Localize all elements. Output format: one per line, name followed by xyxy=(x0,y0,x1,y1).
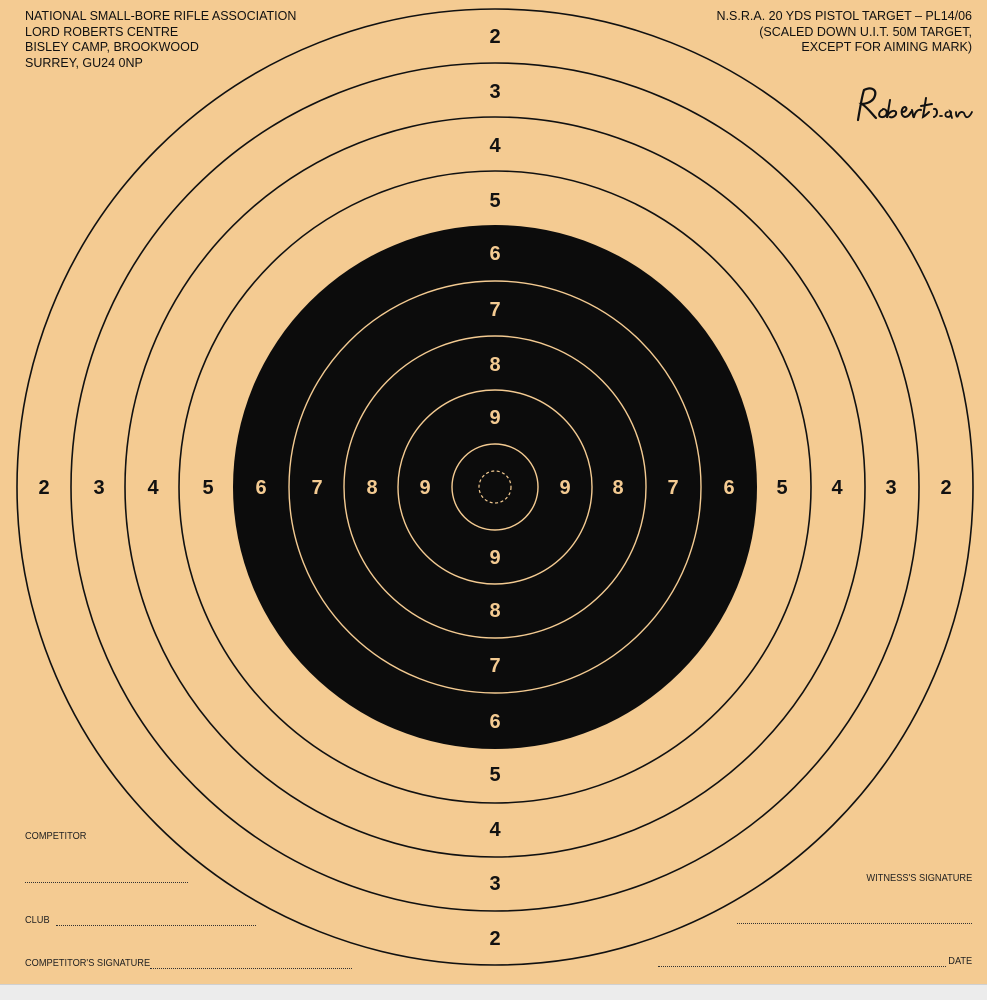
competitor-label: COMPETITOR xyxy=(25,830,87,842)
date-label: DATE xyxy=(948,955,972,967)
ring-label-9: 9 xyxy=(489,547,500,569)
ring-label-6: 6 xyxy=(255,477,266,499)
scoring-ring-9 xyxy=(397,389,593,585)
scoring-ring-5 xyxy=(178,170,812,804)
ring-label-4: 4 xyxy=(489,135,501,157)
scoring-ring-7 xyxy=(288,280,702,694)
ring-label-8: 8 xyxy=(612,477,623,499)
ring-label-5: 5 xyxy=(776,477,787,499)
ring-label-3: 3 xyxy=(885,477,896,499)
ring-label-6: 6 xyxy=(489,243,500,265)
ring-label-3: 3 xyxy=(489,81,500,103)
ring-label-3: 3 xyxy=(489,873,500,895)
ring-label-2: 2 xyxy=(489,26,500,48)
handwritten-signature xyxy=(856,87,973,122)
issuer-line: LORD ROBERTS CENTRE xyxy=(25,24,179,39)
target-spec: N.S.R.A. 20 YDS PISTOL TARGET – PL14/06 … xyxy=(717,9,972,56)
ring-label-9: 9 xyxy=(419,477,430,499)
ring-label-8: 8 xyxy=(489,354,500,376)
issuer-line: SURREY, GU24 0NP xyxy=(25,55,143,70)
ring-label-5: 5 xyxy=(202,477,213,499)
witness-signature-line[interactable] xyxy=(737,923,972,924)
date-line[interactable] xyxy=(658,966,946,967)
ring-label-7: 7 xyxy=(311,477,322,499)
scoring-ring-2 xyxy=(16,8,974,966)
issuer-line: BISLEY CAMP, BROOKWOOD xyxy=(25,40,199,54)
ring-label-6: 6 xyxy=(489,711,500,733)
ring-number-labels: 2 2 2 2 3 3 3 3 4 4 4 4 5 5 5 5 6 6 6 6 7 7 7 7 8 8 8 8 9 9 9 9 xyxy=(38,26,951,950)
outer-scoring-rings xyxy=(16,8,974,966)
ring-label-2: 2 xyxy=(38,477,49,499)
ring-label-4: 4 xyxy=(147,477,159,499)
inner-ten-ring xyxy=(478,470,512,504)
ring-label-2: 2 xyxy=(489,928,500,950)
ring-label-8: 8 xyxy=(489,600,500,622)
ring-label-3: 3 xyxy=(93,477,104,499)
aiming-mark xyxy=(233,225,757,749)
witness-signature-label: WITNESS'S SIGNATURE xyxy=(866,872,972,884)
ring-label-7: 7 xyxy=(489,655,500,677)
ring-label-7: 7 xyxy=(667,477,678,499)
issuer-line: NATIONAL SMALL-BORE RIFLE ASSOCIATION xyxy=(25,9,297,23)
ring-label-5: 5 xyxy=(489,764,500,786)
scoring-ring-10 xyxy=(451,443,539,531)
issuer-address: NATIONAL SMALL-BORE RIFLE ASSOCIATION LO… xyxy=(25,9,296,71)
target-spec-line: (SCALED DOWN U.I.T. 50M TARGET, xyxy=(759,24,972,39)
ring-label-6: 6 xyxy=(723,477,734,499)
scoring-ring-4 xyxy=(124,116,866,858)
inner-scoring-rings xyxy=(288,280,702,694)
ring-label-8: 8 xyxy=(366,477,377,499)
scoring-ring-3 xyxy=(70,62,920,912)
target-spec-line: EXCEPT FOR AIMING MARK) xyxy=(801,40,972,54)
ring-label-2: 2 xyxy=(940,477,951,499)
ring-label-7: 7 xyxy=(489,299,500,321)
competitor-signature-line[interactable] xyxy=(150,968,352,969)
ring-label-5: 5 xyxy=(489,190,500,212)
club-label: CLUB xyxy=(25,914,50,926)
ring-label-9: 9 xyxy=(559,477,570,499)
ring-label-4: 4 xyxy=(831,477,843,499)
ring-label-9: 9 xyxy=(489,407,500,429)
scoring-ring-8 xyxy=(343,335,647,639)
club-line[interactable] xyxy=(56,925,256,926)
scanner-edge xyxy=(0,984,987,1000)
competitor-name-line[interactable] xyxy=(25,882,188,883)
target-spec-line: N.S.R.A. 20 YDS PISTOL TARGET – PL14/06 xyxy=(716,9,972,23)
ring-label-4: 4 xyxy=(489,819,501,841)
competitor-signature-label: COMPETITOR'S SIGNATURE xyxy=(25,957,151,969)
